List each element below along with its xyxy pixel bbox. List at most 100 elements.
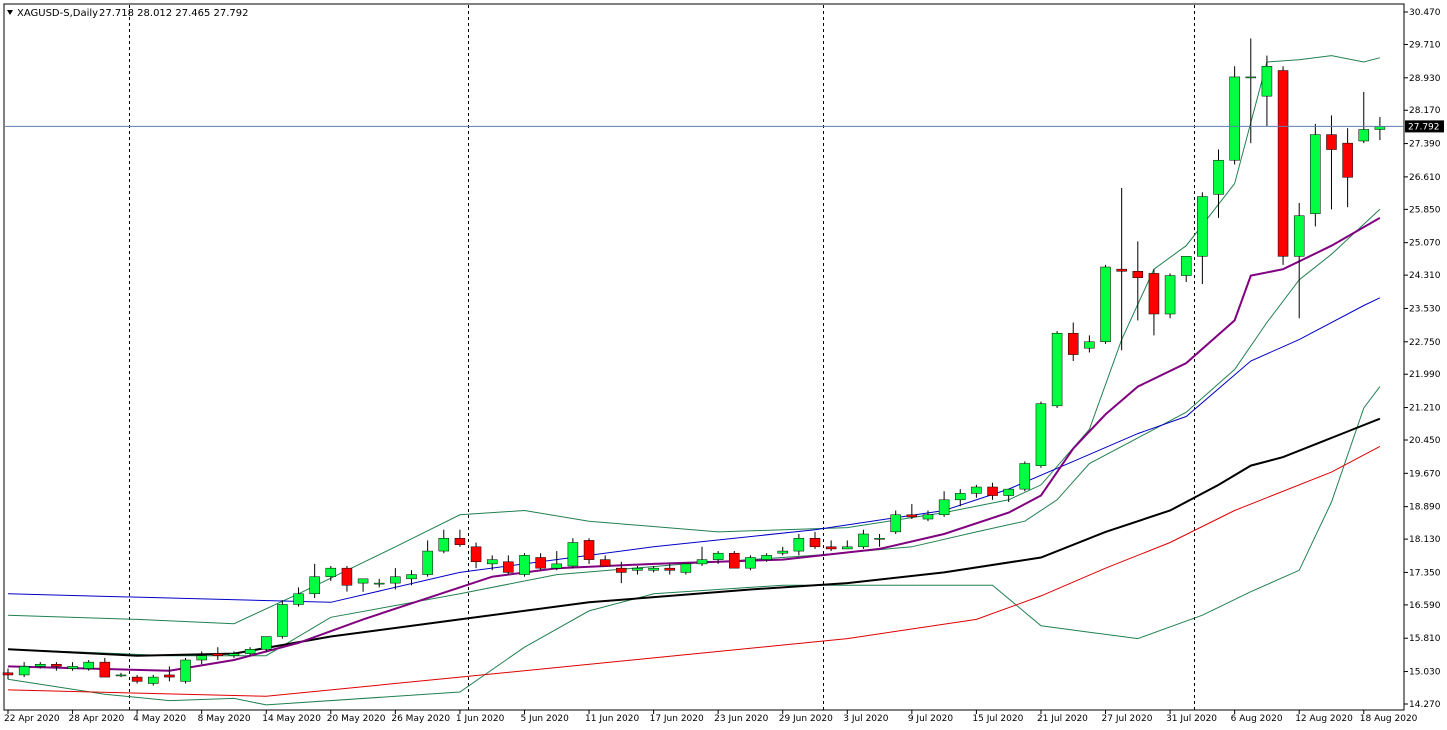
candle[interactable] [228,651,240,658]
candle[interactable] [632,566,643,575]
candle[interactable] [599,555,611,567]
candle[interactable] [115,672,127,678]
candle[interactable] [293,587,304,607]
candle[interactable] [987,482,998,500]
candle[interactable] [1084,335,1095,353]
candle[interactable] [83,660,94,671]
candle[interactable] [51,662,62,671]
candle[interactable] [535,553,546,571]
x-tick-label: 18 Aug 2020 [1360,714,1418,724]
candle[interactable] [196,651,207,665]
candle[interactable] [955,489,966,507]
candle[interactable] [825,540,837,552]
candle[interactable] [99,657,111,678]
candle[interactable] [1342,128,1353,208]
candle[interactable] [309,563,320,599]
chart-header: XAGUSD-S,Daily 27.718 28.012 27.465 27.7… [7,8,249,19]
candle[interactable] [1132,241,1144,321]
candle[interactable] [1035,401,1047,468]
candle[interactable] [180,657,191,684]
candle[interactable] [906,504,918,520]
bear-candle-body [470,546,482,563]
candle[interactable] [971,484,982,498]
candle[interactable] [1100,264,1111,344]
candle[interactable] [454,529,466,547]
candle[interactable] [1051,331,1063,408]
candle[interactable] [745,555,756,571]
candle[interactable] [793,533,805,556]
candle[interactable] [1245,38,1257,144]
candle[interactable] [1310,123,1321,227]
collapse-triangle-icon[interactable] [7,10,13,15]
candle[interactable] [809,531,821,549]
candle[interactable] [438,529,450,554]
candle[interactable] [373,578,385,588]
candles[interactable] [2,38,1386,686]
candle[interactable] [244,647,256,656]
candle[interactable] [1164,273,1176,319]
candle[interactable] [1197,192,1208,285]
candle[interactable] [470,542,482,569]
candle[interactable] [35,662,46,669]
x-tick-label: 20 May 2020 [327,714,386,724]
candle[interactable] [680,563,692,575]
candle[interactable] [277,600,288,639]
bull-candle-body [228,653,240,656]
y-tick-label: 21.210 [1409,404,1441,414]
candle[interactable] [148,674,159,686]
bear-candle-body [583,540,595,560]
candle[interactable] [567,538,579,569]
candle[interactable] [1067,322,1079,361]
candle[interactable] [874,533,885,547]
candle[interactable] [1261,55,1273,127]
candle[interactable] [341,566,353,592]
candle[interactable] [551,551,563,571]
candle[interactable] [842,540,853,550]
candle[interactable] [1293,202,1305,319]
candle[interactable] [1148,269,1160,336]
candle[interactable] [486,555,498,571]
bull-candle-body [1035,403,1047,466]
candle[interactable] [422,540,433,577]
candle[interactable] [1326,115,1337,210]
candle[interactable] [67,662,78,671]
candle[interactable] [1180,256,1192,282]
candle[interactable] [2,668,14,680]
candle[interactable] [1277,66,1289,265]
candle[interactable] [583,538,595,564]
candle[interactable] [712,551,724,564]
candle[interactable] [616,561,627,584]
candle[interactable] [260,636,272,652]
candle[interactable] [729,551,740,569]
candle[interactable] [890,510,901,534]
candle[interactable] [131,674,143,684]
candle[interactable] [519,553,530,577]
candle[interactable] [503,555,514,575]
candle[interactable] [164,666,175,682]
candle[interactable] [938,491,950,517]
time-axis[interactable]: 22 Apr 2020 28 Apr 2020 4 May 2020 8 May 20… [4,710,1418,724]
candle[interactable] [1213,149,1224,218]
candle[interactable] [1019,461,1031,492]
candle[interactable] [406,570,417,586]
candle[interactable] [1116,187,1127,351]
candle[interactable] [1358,91,1370,144]
candle[interactable] [1229,66,1240,165]
candle[interactable] [212,647,224,661]
x-tick-label: 27 Jul 2020 [1102,714,1153,724]
candle[interactable] [777,546,788,556]
candle[interactable] [390,568,401,590]
candle[interactable] [858,529,869,549]
candle[interactable] [696,546,708,567]
candle[interactable] [761,553,772,562]
price-axis[interactable]: 30.470 29.710 28.930 28.170 27.390 26.610 25.8… [1404,8,1444,710]
candle[interactable] [648,566,659,573]
candle[interactable] [325,566,337,581]
candle[interactable] [18,662,30,678]
candle[interactable] [922,510,934,522]
candle[interactable] [357,578,369,592]
candle[interactable] [664,563,675,575]
bear-candle-body [599,559,611,567]
candle[interactable] [1003,488,1014,502]
